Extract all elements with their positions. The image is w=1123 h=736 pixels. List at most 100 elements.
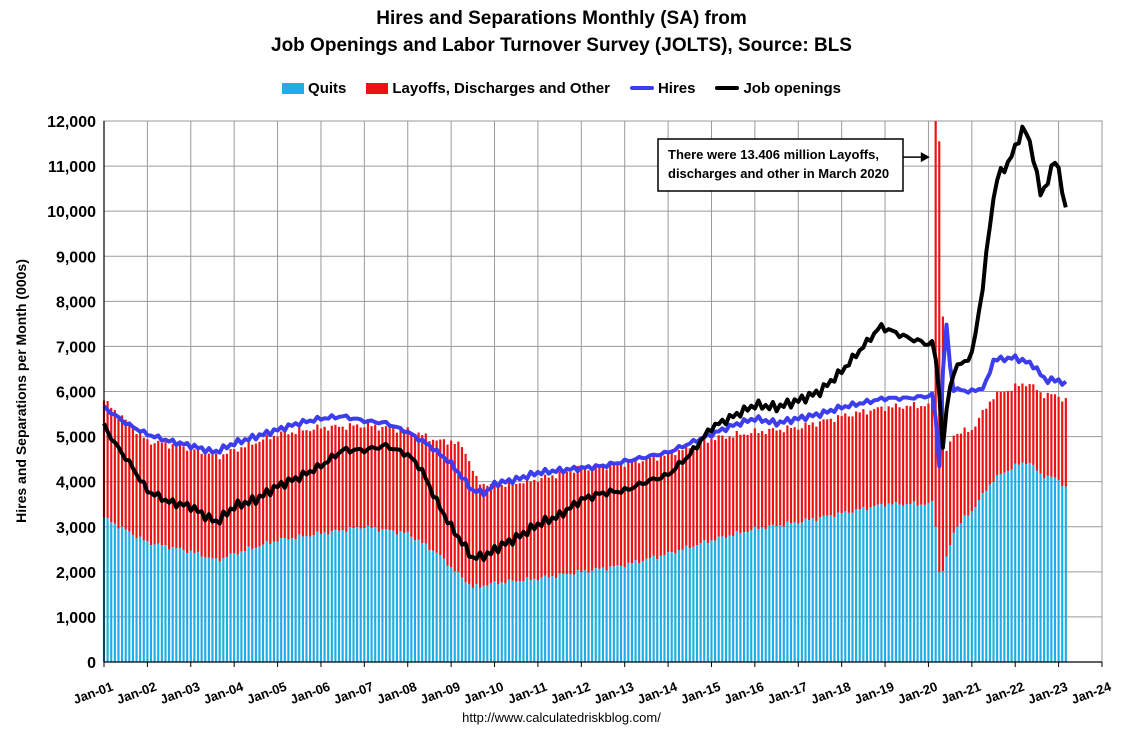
bar-layoffs — [569, 472, 572, 575]
bar-layoffs — [605, 469, 608, 571]
bar-quits — [341, 530, 344, 662]
bar-layoffs — [120, 415, 124, 527]
bar-quits — [793, 522, 796, 662]
bar-quits — [775, 526, 778, 662]
bar-quits — [388, 530, 391, 662]
bar-quits — [992, 481, 995, 662]
bar-quits — [146, 541, 149, 662]
bar-quits — [840, 513, 843, 662]
bar-quits — [829, 515, 832, 662]
bar-layoffs — [869, 410, 872, 508]
bar-layoffs — [554, 478, 558, 579]
bar-quits — [836, 512, 840, 662]
bar-layoffs — [786, 425, 789, 522]
x-tick-label: Jan-08 — [375, 679, 419, 707]
bar-layoffs — [804, 422, 807, 519]
bar-quits — [110, 522, 113, 662]
bar-quits — [171, 547, 174, 662]
bar-layoffs — [377, 430, 380, 532]
bar-quits — [909, 504, 912, 662]
bar-layoffs — [757, 433, 760, 530]
bar-quits — [500, 582, 503, 662]
bar-quits — [283, 537, 286, 662]
bar-quits — [706, 543, 709, 662]
bar-quits — [724, 537, 728, 662]
bar-quits — [920, 504, 923, 662]
y-tick-label: 6,000 — [56, 385, 96, 402]
bar-quits — [692, 546, 695, 662]
y-tick-label: 11,000 — [48, 159, 96, 176]
bar-layoffs — [887, 406, 890, 504]
bar-layoffs — [902, 408, 905, 506]
bar-layoffs — [833, 422, 836, 518]
bar-layoffs — [938, 141, 941, 572]
x-tick-label: Jan-06 — [288, 679, 332, 707]
bar-layoffs — [135, 433, 138, 539]
bar-quits — [1039, 473, 1042, 662]
bar-quits — [186, 553, 189, 662]
bar-quits — [395, 534, 398, 662]
x-tick-label: Jan-10 — [462, 679, 506, 707]
bar-quits — [572, 574, 576, 662]
bar-quits — [797, 523, 800, 662]
bar-layoffs — [768, 428, 771, 526]
bar-quits — [728, 535, 731, 662]
bar-layoffs — [366, 422, 370, 526]
bar-quits — [656, 559, 659, 662]
bar-quits — [988, 484, 991, 662]
bar-quits — [352, 528, 355, 662]
bar-layoffs — [616, 462, 619, 566]
bar-quits — [540, 577, 543, 662]
bar-quits — [229, 553, 232, 662]
bar-quits — [1006, 471, 1010, 662]
bar-layoffs — [793, 427, 796, 523]
bar-layoffs — [721, 435, 724, 537]
bar-quits — [699, 543, 702, 662]
bar-quits — [312, 535, 315, 662]
bar-layoffs — [612, 464, 615, 567]
bar-layoffs — [959, 433, 963, 524]
bar-quits — [554, 578, 558, 662]
bar-layoffs — [334, 424, 337, 530]
bar-quits — [811, 518, 814, 662]
bar-quits — [891, 504, 894, 662]
bar-layoffs — [970, 430, 973, 512]
bar-quits — [1028, 463, 1031, 662]
bar-layoffs — [316, 424, 319, 532]
bar-quits — [421, 543, 424, 662]
x-tick-label: Jan-22 — [982, 679, 1026, 707]
bar-quits — [844, 511, 847, 662]
bar-quits — [695, 545, 699, 662]
x-tick-label: Jan-18 — [809, 679, 853, 707]
bar-layoffs — [290, 432, 294, 539]
bar-quits — [746, 531, 749, 662]
bar-quits — [193, 552, 196, 662]
bar-layoffs — [977, 417, 981, 500]
bar-quits — [464, 582, 467, 662]
x-tick-label: Jan-12 — [548, 679, 592, 707]
bar-layoffs — [178, 444, 182, 548]
bar-layoffs — [779, 429, 782, 526]
bar-quits — [952, 532, 955, 662]
bar-layoffs — [840, 416, 843, 514]
bar-quits — [363, 528, 366, 662]
bar-quits — [905, 503, 908, 662]
annotation-group: There were 13.406 million Layoffs, discha… — [657, 138, 930, 192]
bar-quits — [1053, 477, 1057, 662]
bar-layoffs — [207, 453, 210, 558]
x-tick-label: Jan-09 — [418, 679, 462, 707]
bar-quits — [858, 509, 861, 662]
bar-quits — [652, 555, 655, 662]
bar-layoffs — [916, 408, 919, 506]
bar-layoffs — [775, 430, 778, 527]
bar-layoffs — [587, 470, 590, 573]
bar-layoffs — [247, 440, 250, 547]
bar-layoffs — [945, 450, 948, 557]
bar-layoffs — [1043, 398, 1046, 479]
bar-quits — [207, 557, 210, 662]
bar-layoffs — [692, 446, 695, 547]
bar-layoffs — [525, 477, 529, 578]
bar-layoffs — [544, 474, 547, 576]
bar-quits — [862, 506, 865, 662]
bar-layoffs — [413, 435, 417, 541]
